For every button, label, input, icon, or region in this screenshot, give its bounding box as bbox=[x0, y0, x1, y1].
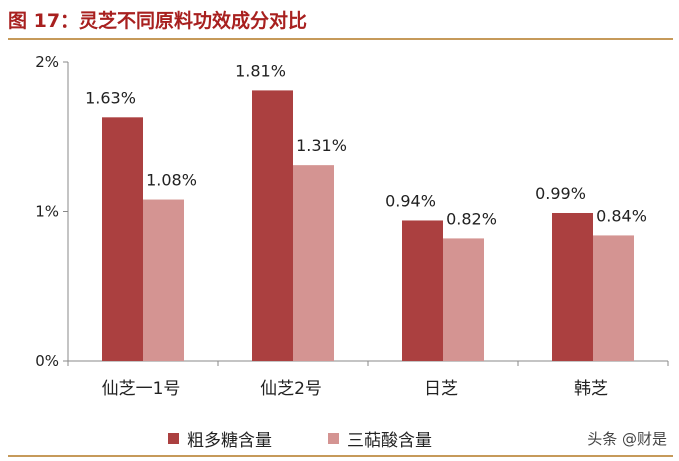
bar bbox=[552, 212, 593, 361]
data-label: 1.08% bbox=[146, 171, 197, 190]
bar bbox=[293, 165, 334, 361]
bar bbox=[402, 220, 443, 361]
x-category-label: 仙芝2号 bbox=[260, 379, 322, 399]
data-label: 0.99% bbox=[535, 184, 586, 203]
x-category-label: 韩芝 bbox=[574, 379, 608, 399]
data-label: 0.84% bbox=[596, 206, 647, 225]
y-tick-label: 2% bbox=[35, 53, 59, 71]
y-tick-label: 0% bbox=[35, 352, 59, 370]
x-category-label: 仙芝一1号 bbox=[102, 379, 181, 399]
figure-title: 图 17：灵芝不同原料功效成分对比 bbox=[8, 10, 308, 32]
data-label: 1.81% bbox=[235, 61, 286, 80]
legend-item-triterpenoid: 三萜酸含量 bbox=[328, 426, 432, 451]
data-label: 1.63% bbox=[85, 88, 136, 107]
data-label: 0.94% bbox=[385, 191, 436, 210]
bar bbox=[252, 90, 293, 361]
watermark-text: 头条 @财是 bbox=[587, 430, 667, 448]
data-label: 0.82% bbox=[446, 209, 497, 228]
bar bbox=[443, 238, 484, 361]
legend-item-polysaccharide: 粗多糖含量 bbox=[168, 426, 272, 451]
bottom-divider bbox=[8, 455, 673, 457]
legend-swatch-polysaccharide bbox=[168, 433, 179, 444]
bar bbox=[143, 199, 184, 361]
legend-label-triterpenoid: 三萜酸含量 bbox=[347, 431, 432, 451]
x-category-label: 日芝 bbox=[424, 379, 458, 399]
bar bbox=[593, 235, 634, 361]
legend-swatch-triterpenoid bbox=[328, 433, 339, 444]
top-divider bbox=[8, 38, 673, 40]
y-tick-label: 1% bbox=[35, 203, 59, 221]
data-label: 1.31% bbox=[296, 136, 347, 155]
bar bbox=[102, 117, 143, 361]
chart-legend: 粗多糖含量 三萜酸含量 bbox=[168, 426, 432, 451]
legend-label-polysaccharide: 粗多糖含量 bbox=[187, 431, 272, 451]
